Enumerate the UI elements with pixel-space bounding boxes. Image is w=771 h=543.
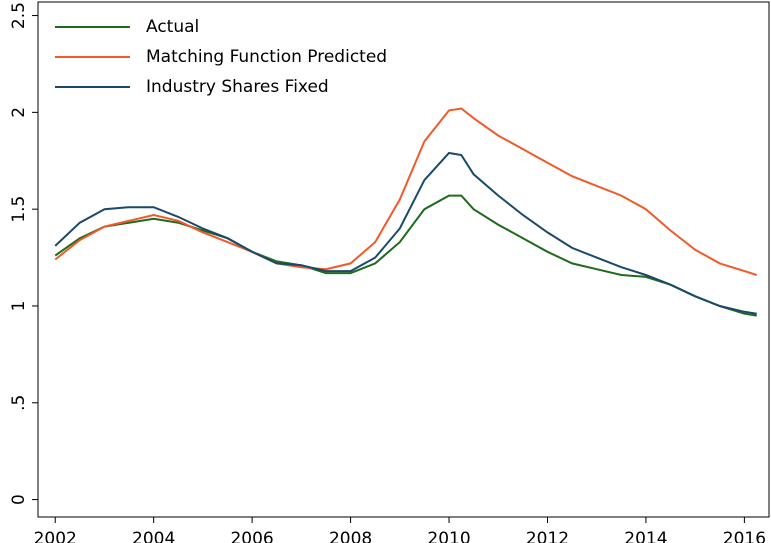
x-tick-label: 2016 (723, 529, 766, 543)
y-tick-label: 2 (9, 107, 29, 118)
x-tick-label: 2012 (526, 529, 569, 543)
plot-frame (37, 1, 770, 518)
series-line (54, 107, 758, 276)
x-tick-label: 2010 (427, 529, 470, 543)
x-tick-label: 2004 (132, 529, 175, 543)
x-tick-label: 2014 (624, 529, 667, 543)
x-tick-label: 2002 (34, 529, 77, 543)
y-tick-label: 0 (9, 494, 29, 505)
y-tick-label: 1 (9, 301, 29, 312)
y-tick-label: 1.5 (9, 196, 29, 223)
legend-label: Matching Function Predicted (146, 47, 387, 67)
legend-label: Actual (146, 17, 199, 37)
series-line (54, 194, 757, 317)
y-tick-label: 2.5 (9, 2, 29, 29)
x-tick-label: 2008 (329, 529, 372, 543)
x-tick-label: 2006 (230, 529, 273, 543)
series-line (54, 151, 757, 315)
legend-label: Industry Shares Fixed (146, 77, 329, 97)
y-tick-label: .5 (9, 395, 29, 411)
